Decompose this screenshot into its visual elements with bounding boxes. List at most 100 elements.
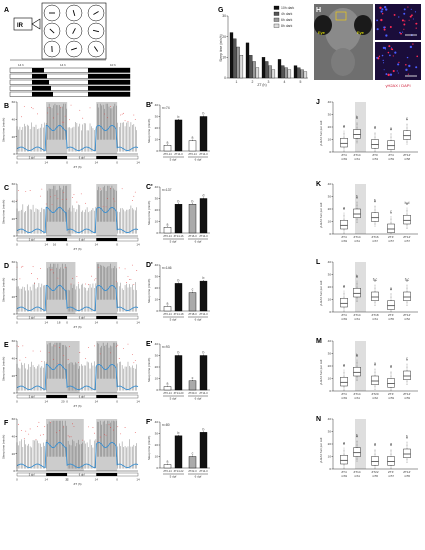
ytick-label: 30 [328, 113, 332, 117]
ytick-label: 10 [328, 377, 332, 381]
foci-spots [376, 5, 419, 77]
outlier-point [63, 426, 65, 428]
outlier-point [98, 266, 100, 268]
outlier-point [131, 353, 133, 355]
outlier-point [70, 283, 72, 285]
dark-bar [46, 238, 68, 241]
panel-g-chart: 0 10 20 30 1 2 3 4 5 10h dark 4h dark 6h dark 8h dar… [222, 5, 308, 84]
bar [300, 69, 304, 79]
outlier-point [70, 436, 72, 438]
n-label: n=61 [354, 474, 360, 478]
outlier-point [133, 114, 135, 116]
focus-spot [390, 48, 393, 50]
bar-category-label: ZT22-0 [188, 469, 197, 473]
box [340, 455, 348, 465]
box-category-label: ZT14 [353, 392, 360, 396]
outlier-point [390, 128, 392, 131]
outlier-point [88, 284, 89, 286]
day-label: 6 dpf [79, 473, 85, 477]
outlier-point [115, 281, 117, 283]
focus-spot [415, 66, 418, 69]
line-panel-d: D 0 20 40 60 Sleep time (min/h) 5 dpf 6 dpf 0 14 1… [2, 260, 140, 329]
outlier-point [120, 114, 122, 116]
ytick-label: 40 [155, 342, 159, 346]
bar-panel-dp: D' n=146 0 10 20 30 40 Sleep time (min/h) a ZT0-1… [146, 262, 210, 322]
n-label: n=59 [388, 157, 394, 161]
bar [199, 280, 208, 312]
outlier-point [133, 362, 135, 364]
day-label: 5 dpf [170, 475, 177, 479]
zt-tick-label: 14 [45, 321, 49, 325]
focus-spot [398, 61, 400, 63]
significance-letter: a [390, 286, 392, 290]
focus-spot [381, 54, 384, 57]
outlier-point [406, 279, 408, 282]
outlier-point [356, 117, 358, 120]
zt-tick-label: 0 [66, 161, 68, 165]
panel-letter-b: B [4, 103, 9, 110]
zt-tick-label: 0 [16, 478, 18, 482]
bar [163, 306, 172, 312]
ytick-label: 40 [328, 339, 332, 343]
ytick-label: 40 [328, 260, 332, 264]
n-label: n=61 [372, 317, 378, 321]
bar [268, 65, 272, 79]
n-label: n=55 [404, 474, 410, 478]
bar-category-label: ZT0-14 [188, 152, 197, 156]
outlier-point [99, 188, 101, 190]
n-label: n=61 [354, 317, 360, 321]
zt-tick-label: 0 [66, 478, 68, 482]
dark-bar [96, 473, 118, 476]
n-label: n=57 [388, 474, 394, 478]
zt-tick-label: 0 [66, 400, 68, 404]
zt-tick-label: 14 [136, 161, 140, 165]
dark-period [32, 86, 51, 91]
outlier-point [123, 348, 125, 349]
y-axis-label: Sleep time (min/h) [2, 278, 6, 302]
significance-letter: a [167, 222, 169, 226]
n-label: n=93 [162, 345, 170, 349]
box-category-label: ZT16 [371, 235, 378, 239]
significance-letter: d [203, 194, 205, 198]
focus-spot [378, 55, 381, 58]
line-panel-b: B 0 20 40 60 Sleep time (min/h) 5 dpf 6 dpf 0 14 0… [2, 100, 140, 169]
outlier-point [63, 121, 65, 123]
ytick-label: 20 [12, 295, 16, 299]
outlier-point [31, 273, 33, 274]
ytick-label: 20 [328, 285, 332, 289]
box [371, 212, 379, 222]
outlier-point [18, 189, 19, 191]
outlier-point [57, 113, 59, 115]
significance-letter: b,c [405, 278, 410, 282]
focus-spot [406, 56, 409, 59]
stain-label: γH2AX / DAPI [385, 83, 410, 88]
outlier-point [64, 115, 66, 117]
outlier-point [343, 443, 345, 445]
bar [261, 57, 266, 79]
focus-spot [415, 27, 417, 29]
n-label: n=69 [341, 239, 347, 243]
focus-spot [392, 69, 395, 73]
ytick-label: 30 [155, 275, 159, 279]
outlier-point [58, 430, 60, 431]
outlier-point [60, 107, 62, 109]
ytick-label: 10 [328, 138, 332, 142]
dark-period [32, 92, 53, 97]
ytick-label: 60 [12, 100, 16, 104]
ytick-label: 40 [155, 185, 159, 189]
outlier-point [85, 283, 87, 285]
bar [297, 67, 301, 79]
box [403, 291, 411, 301]
bar [281, 65, 285, 79]
ytick-label: 0 [329, 467, 331, 471]
focus-spot [408, 19, 410, 21]
significance-letter: c [390, 210, 392, 214]
outlier-point [23, 106, 25, 107]
outlier-point [96, 441, 98, 443]
ytick-label: 40 [328, 417, 332, 421]
x-axis-label: ZT (h) [73, 325, 81, 329]
outlier-point [123, 112, 125, 114]
outlier-point [129, 279, 130, 280]
